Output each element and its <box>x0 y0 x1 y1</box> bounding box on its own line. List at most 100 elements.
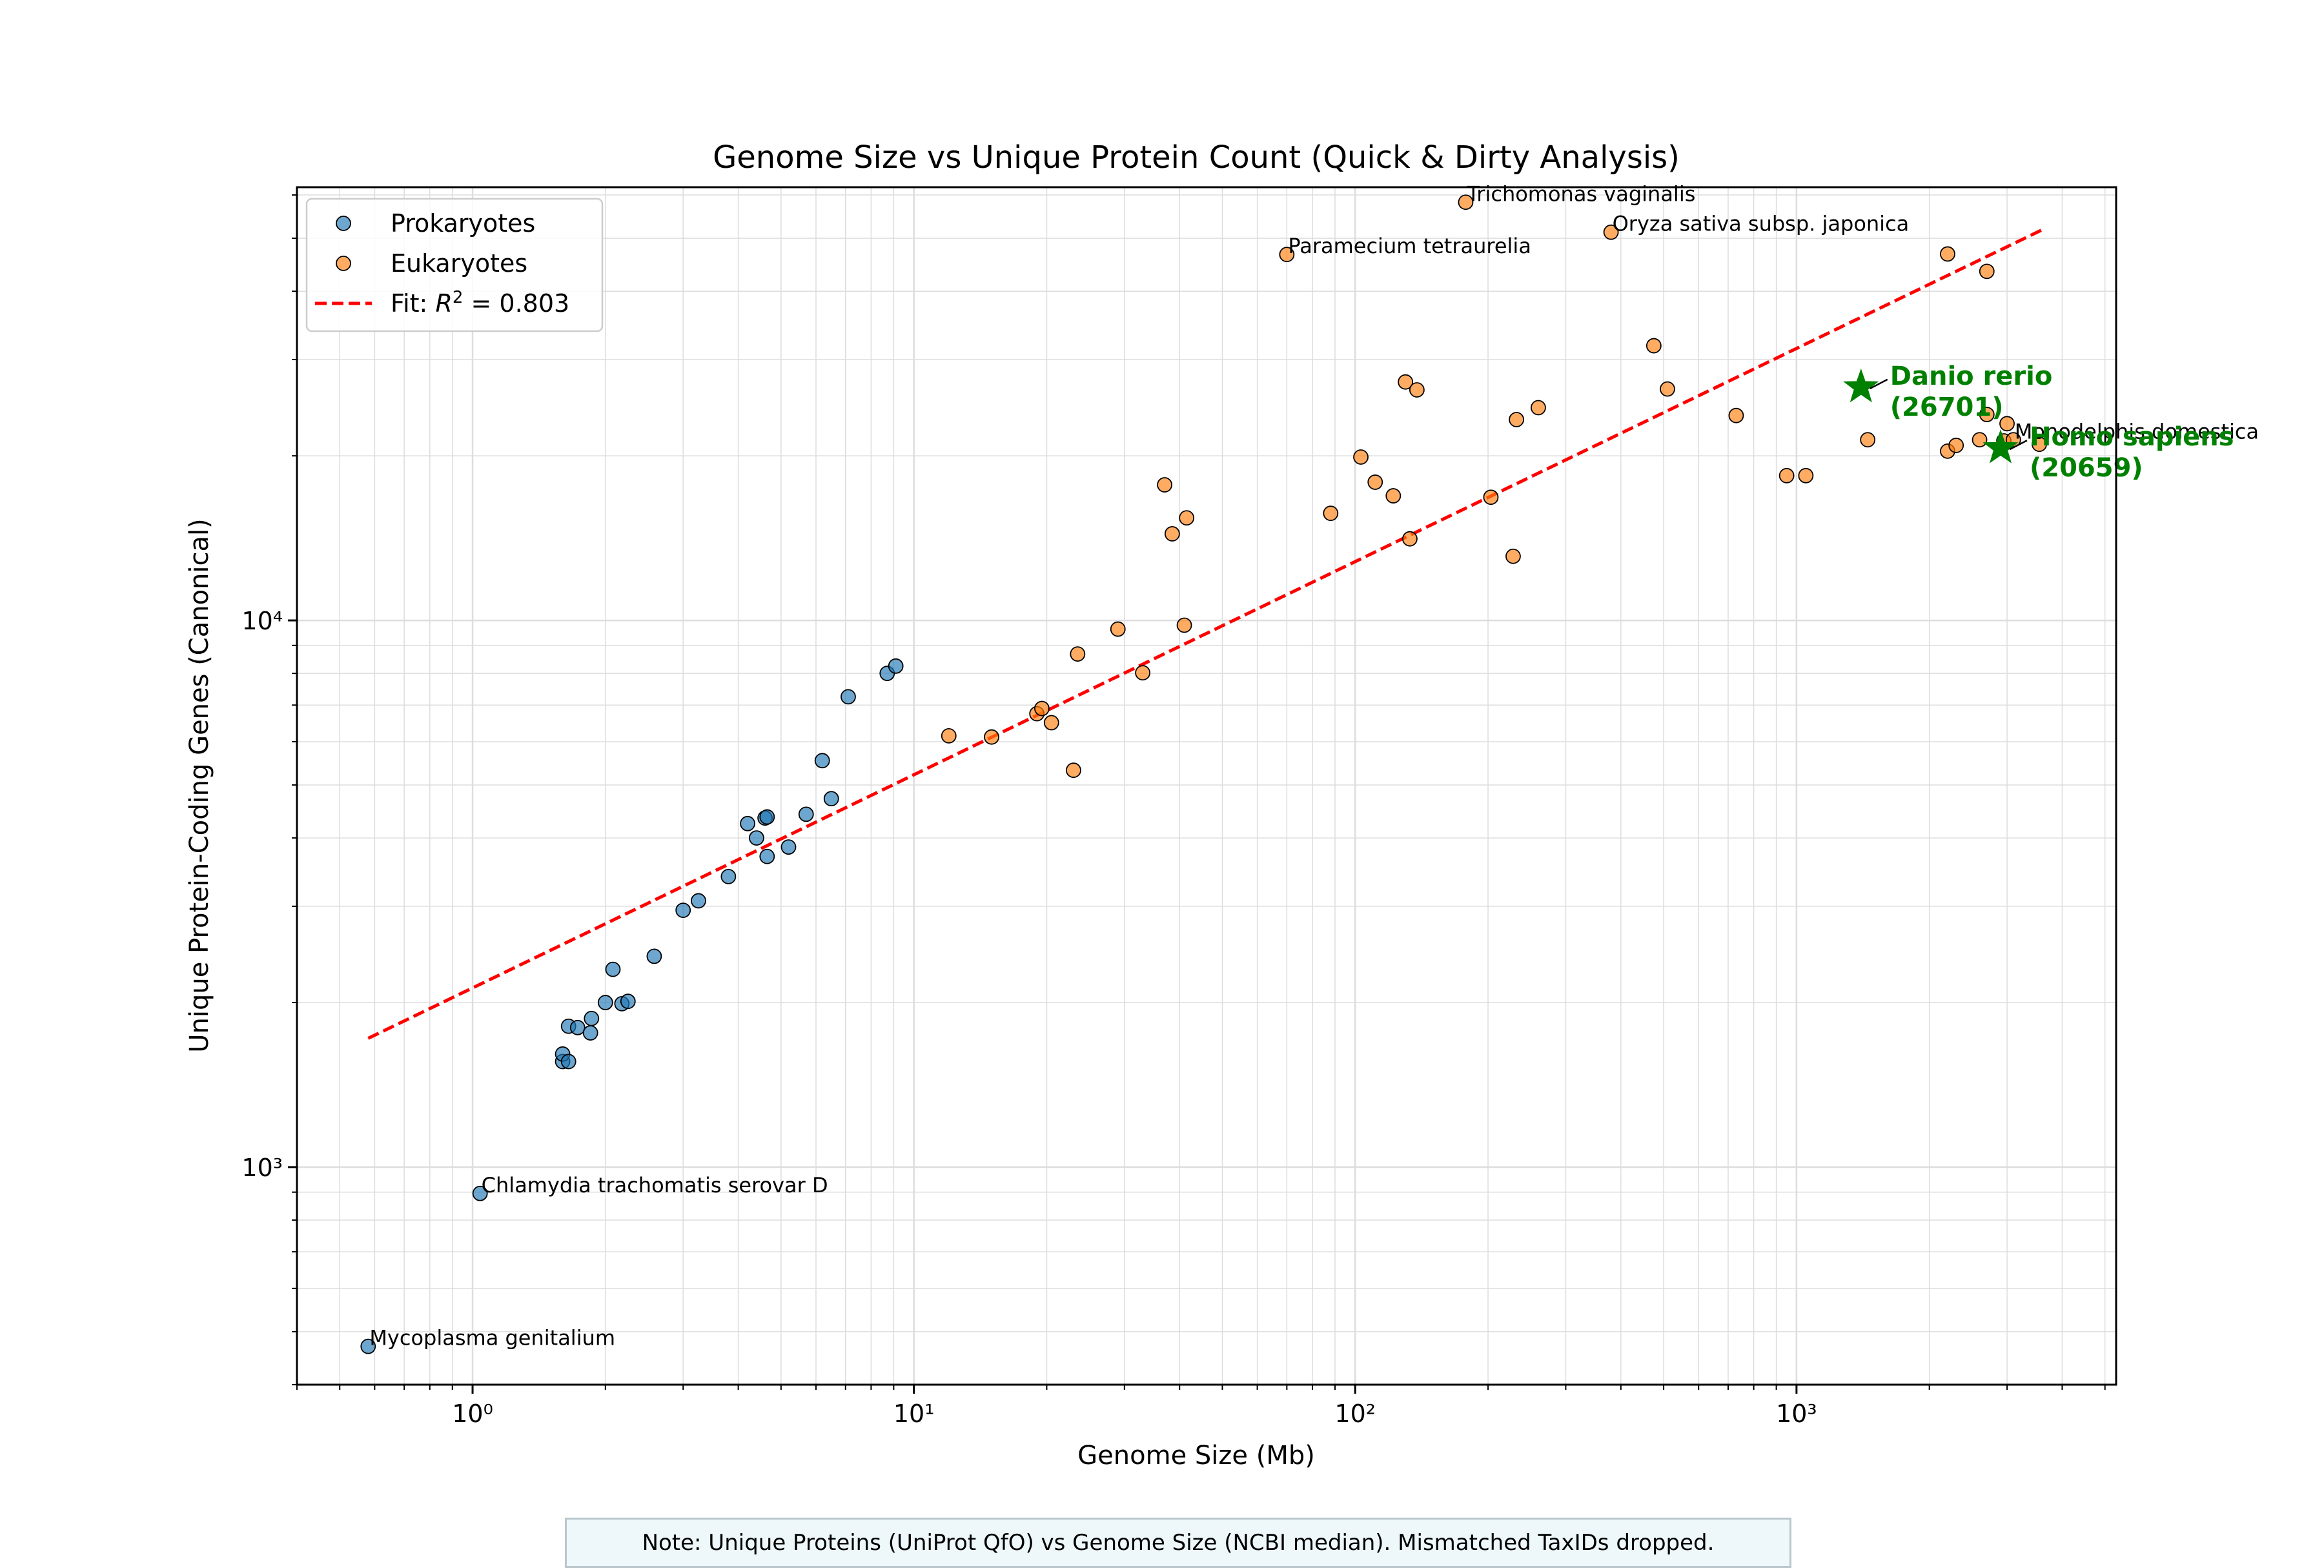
prokaryotes-point <box>691 893 706 909</box>
prokaryotes-point <box>560 1054 576 1070</box>
eukaryotes-point <box>1660 381 1675 397</box>
prokaryotes-point <box>605 961 621 977</box>
prokaryotes-point <box>798 806 814 822</box>
point-annotations: Mycoplasma genitalium Chlamydia trachomat… <box>369 181 2259 1350</box>
y-tick-label: 10³ <box>241 1154 283 1182</box>
eukaryotes-point <box>941 728 957 744</box>
highlight-star <box>1983 429 2019 463</box>
x-axis-label: Genome Size (Mb) <box>1077 1441 1315 1471</box>
eukaryotes-point <box>984 729 999 745</box>
eukaryotes-point <box>1458 194 1474 210</box>
point-label: Chlamydia trachomatis serovar D <box>482 1173 828 1197</box>
eukaryotes-point <box>1483 489 1499 505</box>
eukaryotes-point <box>1505 548 1521 564</box>
eukaryotes-point <box>1948 438 1964 453</box>
eukaryotes-point <box>1179 510 1195 526</box>
legend-marker <box>336 256 351 271</box>
prokaryotes-point <box>360 1338 376 1354</box>
eukaryotes-point <box>1323 505 1339 522</box>
eukaryotes-point <box>1798 467 1814 484</box>
point-label: Oryza sativa subsp. japonica <box>1613 212 1910 236</box>
prokaryotes-point <box>888 658 904 674</box>
x-tick-label: 10⁰ <box>452 1400 493 1428</box>
point-label: Mycoplasma genitalium <box>369 1326 615 1350</box>
prokaryotes-point <box>582 1025 598 1041</box>
eukaryotes-point <box>1034 700 1050 717</box>
prokaryotes-point <box>472 1185 488 1201</box>
fit-line-group <box>367 228 2043 1040</box>
prokaryotes-point <box>720 868 737 884</box>
point-label: Paramecium tetraurelia <box>1288 234 1531 258</box>
legend-marker <box>336 216 351 231</box>
eukaryotes-point <box>1409 382 1425 398</box>
y-axis-label: Unique Protein-Coding Genes (Canonical) <box>185 518 214 1053</box>
prokaryotes-point <box>759 809 775 825</box>
eukaryotes-point <box>1353 449 1369 465</box>
eukaryotes-point <box>1603 224 1619 240</box>
eukaryotes-point <box>1402 531 1418 547</box>
eukaryotes-point <box>1999 416 2015 432</box>
prokaryotes-point <box>814 753 830 769</box>
x-tick-label: 10¹ <box>893 1400 935 1428</box>
y-tick-label: 10⁴ <box>241 607 283 635</box>
prokaryotes-point <box>620 993 636 1010</box>
footnote: Note: Unique Proteins (UniProt QfO) vs G… <box>565 1518 1791 1568</box>
prokaryotes-point <box>759 848 775 864</box>
eukaryotes-point <box>1385 488 1402 504</box>
eukaryotes-point <box>2032 436 2047 453</box>
eukaryotes-point <box>1066 762 1081 779</box>
legend-label: Prokaryotes <box>391 209 535 238</box>
eukaryotes-point <box>1367 474 1383 490</box>
eukaryotes-point <box>1398 374 1414 390</box>
highlight-value: (20659) <box>2030 453 2143 483</box>
eukaryotes-point <box>1779 467 1795 484</box>
eukaryotes-point <box>1972 432 1988 448</box>
plot-frame <box>296 186 2117 1386</box>
eukaryotes-point <box>1135 665 1151 681</box>
eukaryotes-point <box>1979 407 1995 423</box>
prokaryotes-point <box>675 902 691 918</box>
prokaryotes-point <box>584 1010 600 1026</box>
prokaryotes-point <box>597 995 613 1010</box>
legend-label: Eukaryotes <box>391 249 527 278</box>
eukaryotes-point <box>1531 400 1546 416</box>
point-label: Trichomonas vaginalis <box>1466 181 1695 206</box>
chart-title: Genome Size vs Unique Protein Count (Qui… <box>713 139 1680 176</box>
eukaryotes-point <box>1979 263 1995 280</box>
eukaryotes-point <box>1860 432 1876 448</box>
legend-box <box>305 198 604 332</box>
fit-line <box>367 228 2043 1040</box>
prokaryotes-point <box>740 815 755 831</box>
eukaryotes-point <box>1164 526 1180 542</box>
eukaryotes-point <box>1070 646 1086 662</box>
legend-label: Fit: R2 = 0.803 <box>391 288 569 318</box>
eukaryotes-point <box>1157 477 1172 493</box>
eukaryotes-point <box>1728 407 1744 423</box>
highlight-name: Danio rerio <box>1890 361 2053 391</box>
axis-ticks: 10⁰ 10¹ 10² 10³ 10³ 10⁴ <box>241 194 2106 1428</box>
highlight-arrow <box>2009 440 2028 451</box>
x-tick-label: 10² <box>1334 1400 1376 1428</box>
eukaryotes-point <box>1509 412 1525 427</box>
prokaryotes-point <box>823 791 839 807</box>
prokaryotes-point <box>749 830 764 846</box>
eukaryotes-point <box>1176 617 1192 633</box>
highlight-name: Homo sapiens <box>2030 422 2234 452</box>
legend: Prokaryotes Eukaryotes Fit: R2 = 0.803 <box>305 198 604 332</box>
point-label: Monodelphis domestica <box>2015 419 2259 443</box>
eukaryotes-point <box>1110 621 1126 637</box>
grid-lines <box>296 187 2116 1385</box>
eukaryotes-point <box>1279 247 1295 263</box>
prokaryotes-point <box>780 839 797 855</box>
highlight-arrow <box>1870 378 1888 389</box>
highlight-value: (26701) <box>1890 392 2004 422</box>
eukaryotes-point <box>1940 246 1955 262</box>
data-points <box>360 194 2047 1354</box>
prokaryotes-point <box>841 689 856 705</box>
x-tick-label: 10³ <box>1776 1400 1817 1428</box>
prokaryotes-point <box>646 948 662 964</box>
highlight-star <box>1843 368 1879 403</box>
eukaryotes-point <box>1646 338 1662 354</box>
prokaryotes-point <box>569 1019 586 1035</box>
